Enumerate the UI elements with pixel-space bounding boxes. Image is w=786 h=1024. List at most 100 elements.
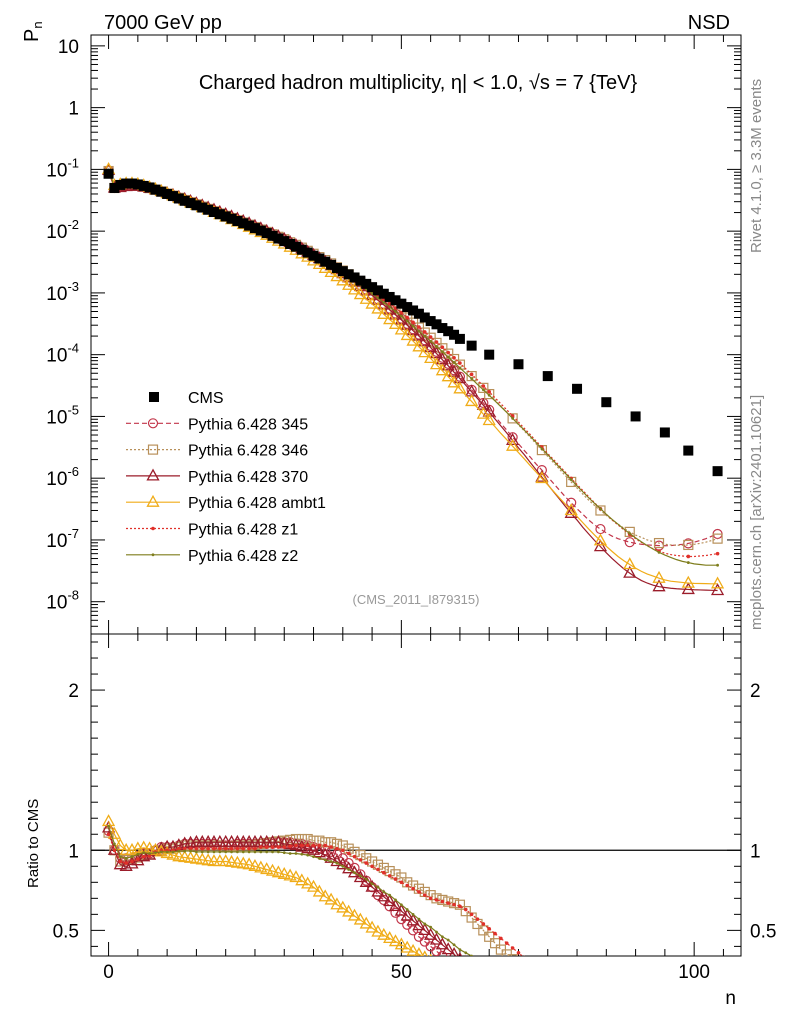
ratio-point-z2	[482, 961, 485, 964]
ratio-point-ambt1	[201, 853, 215, 866]
ratio-plot-frame	[90, 633, 742, 957]
ratio-point-z2	[394, 898, 397, 902]
ratio-point-ambt1	[189, 851, 204, 864]
ratio-point-z2	[347, 868, 351, 871]
point-p346	[484, 388, 495, 400]
point-ambt1	[652, 570, 666, 583]
y-axis-label-main: Pn	[21, 21, 45, 42]
point-cms	[109, 182, 120, 193]
y-tick-label-main: 1	[68, 99, 79, 120]
point-z2	[370, 292, 374, 295]
point-ambt1	[342, 277, 356, 290]
ratio-point-z1	[311, 843, 316, 848]
ratio-point-p370	[365, 879, 379, 892]
point-cms	[712, 466, 723, 477]
ratio-point-z2	[212, 850, 216, 854]
point-p370	[564, 505, 578, 518]
ratio-point-ambt1	[277, 866, 291, 879]
ratio-point-ambt1	[166, 847, 180, 860]
point-cms	[513, 359, 524, 370]
point-p345	[595, 523, 606, 535]
legend-label: Pythia 6.428 ambt1	[188, 495, 326, 512]
point-cms	[449, 329, 460, 340]
legend-marker-p346	[147, 444, 159, 455]
legend-marker-p345	[147, 418, 159, 429]
ratio-point-ambt1	[394, 937, 408, 950]
ratio-point-z2	[335, 861, 339, 865]
point-z2	[540, 447, 544, 451]
ratio-point-z2	[113, 842, 116, 846]
point-cms	[361, 278, 372, 289]
ratio-point-ambt1	[312, 884, 326, 897]
series-line-p346	[108, 170, 718, 546]
point-cms	[138, 180, 149, 191]
point-z1	[428, 335, 433, 339]
ratio-point-p370	[113, 857, 127, 870]
point-cms	[425, 316, 436, 327]
ratio-point-z1	[405, 883, 410, 888]
point-z2	[686, 561, 690, 564]
ratio-series-group	[101, 814, 532, 965]
ratio-point-z2	[464, 951, 468, 955]
ratio-point-ambt1	[271, 865, 285, 878]
ratio-point-ambt1	[388, 934, 403, 947]
point-ambt1	[623, 557, 637, 570]
point-cms	[214, 209, 225, 220]
ratio-point-z1	[147, 854, 152, 858]
ratio-point-z2	[294, 852, 298, 855]
point-cms	[179, 195, 190, 206]
x-axis-label: n	[725, 988, 736, 1009]
ratio-point-z2	[148, 852, 151, 855]
ratio-point-z1	[177, 846, 181, 851]
ratio-point-z2	[130, 855, 134, 859]
point-z1	[440, 345, 445, 350]
series-ratio-z1	[106, 832, 532, 965]
ratio-point-p345	[308, 841, 319, 853]
point-p345	[566, 497, 577, 508]
legend-label: Pythia 6.428 z2	[188, 548, 298, 565]
point-z2	[399, 314, 403, 318]
ratio-point-ambt1	[414, 947, 424, 956]
ratio-point-z1	[194, 846, 199, 851]
ratio-point-p370	[295, 839, 309, 852]
ratio-point-p370	[465, 955, 467, 956]
point-ambt1	[394, 322, 408, 335]
y-tick-label-main: 10	[58, 37, 79, 58]
ratio-point-z1	[235, 846, 240, 851]
point-cms	[384, 291, 395, 302]
ratio-point-p346	[290, 833, 302, 845]
ratio-point-z1	[288, 844, 292, 849]
point-cms	[437, 323, 448, 334]
ratio-point-ambt1	[219, 854, 233, 867]
legend-marker-p370	[146, 468, 160, 481]
point-cms	[197, 202, 208, 213]
point-z1	[458, 361, 462, 365]
point-cms	[683, 445, 694, 456]
series-ratio-ambt1	[101, 814, 433, 956]
reference-tag: (CMS_2011_I879315)	[353, 592, 480, 607]
point-cms	[173, 193, 184, 204]
point-z2	[569, 478, 573, 481]
legend-label: Pythia 6.428 z1	[188, 522, 298, 539]
point-z1	[487, 390, 491, 394]
ratio-point-ambt1	[318, 889, 332, 902]
ratio-point-z1	[440, 899, 445, 904]
point-cms	[659, 427, 670, 438]
ratio-point-ambt1	[160, 846, 174, 859]
ratio-point-z1	[364, 861, 369, 865]
ratio-point-z1	[487, 926, 491, 931]
ratio-point-z2	[358, 874, 362, 878]
y-tick-label-main: 10-3	[46, 279, 79, 305]
point-p345	[624, 537, 635, 548]
ratio-point-z1	[428, 896, 433, 901]
ratio-point-ambt1	[306, 879, 321, 892]
ratio-point-z2	[107, 824, 110, 828]
ratio-point-z2	[388, 893, 392, 897]
ratio-point-z1	[458, 904, 462, 909]
point-z2	[599, 507, 602, 511]
ratio-point-z2	[312, 855, 315, 859]
ratio-point-z1	[528, 961, 532, 965]
ratio-point-z1	[112, 848, 117, 853]
point-p346	[507, 413, 518, 424]
ratio-point-p370	[429, 932, 444, 945]
